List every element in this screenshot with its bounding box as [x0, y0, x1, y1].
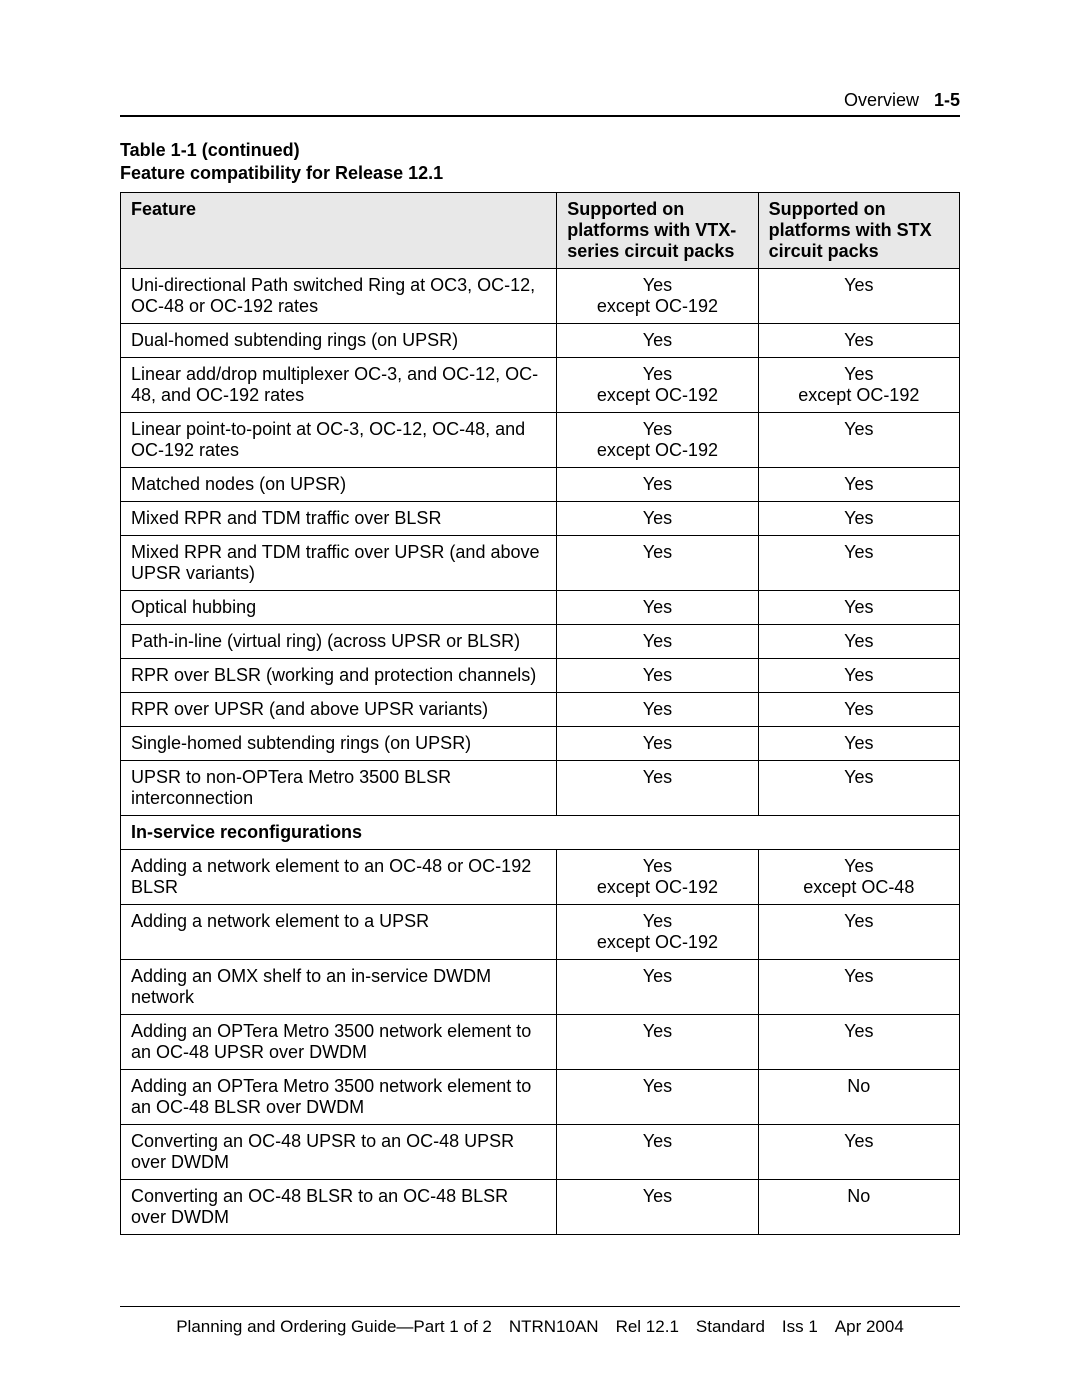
table-cell-value: Yes	[557, 1014, 758, 1069]
table-row: Converting an OC-48 UPSR to an OC-48 UPS…	[121, 1124, 960, 1179]
table-cell-value: Yes	[557, 624, 758, 658]
table-row: Optical hubbingYesYes	[121, 590, 960, 624]
table-cell-value: Yes	[758, 501, 959, 535]
table-row: UPSR to non-OPTera Metro 3500 BLSR inter…	[121, 760, 960, 815]
table-cell-value: Yes	[557, 658, 758, 692]
table-row: Adding a network element to a UPSRYesexc…	[121, 904, 960, 959]
table-cell-value: Yesexcept OC-192	[557, 357, 758, 412]
col-header-vtx: Supported on platforms with VTX-series c…	[557, 192, 758, 268]
table-row: Converting an OC-48 BLSR to an OC-48 BLS…	[121, 1179, 960, 1234]
table-row: Dual-homed subtending rings (on UPSR)Yes…	[121, 323, 960, 357]
table-cell-value: Yes	[557, 535, 758, 590]
table-cell-feature: Matched nodes (on UPSR)	[121, 467, 557, 501]
table-row: Uni-directional Path switched Ring at OC…	[121, 268, 960, 323]
table-cell-feature: RPR over UPSR (and above UPSR variants)	[121, 692, 557, 726]
col-header-feature: Feature	[121, 192, 557, 268]
table-cell-value: Yes	[557, 692, 758, 726]
table-cell-feature: Adding a network element to an OC-48 or …	[121, 849, 557, 904]
table-cell-value: No	[758, 1069, 959, 1124]
table-cell-feature: Single-homed subtending rings (on UPSR)	[121, 726, 557, 760]
table-cell-value: Yesexcept OC-48	[758, 849, 959, 904]
table-cell-feature: Mixed RPR and TDM traffic over UPSR (and…	[121, 535, 557, 590]
table-caption: Table 1-1 (continued) Feature compatibil…	[120, 139, 960, 186]
table-cell-value: Yesexcept OC-192	[557, 268, 758, 323]
table-cell-value: Yes	[758, 268, 959, 323]
table-row: Linear point-to-point at OC-3, OC-12, OC…	[121, 412, 960, 467]
table-cell-value: Yes	[758, 624, 959, 658]
table-cell-value: Yes	[557, 760, 758, 815]
table-cell-feature: Adding an OPTera Metro 3500 network elem…	[121, 1014, 557, 1069]
table-row: Mixed RPR and TDM traffic over BLSRYesYe…	[121, 501, 960, 535]
table-cell-value: Yes	[758, 412, 959, 467]
table-cell-value: Yes	[557, 1124, 758, 1179]
table-cell-feature: RPR over BLSR (working and protection ch…	[121, 658, 557, 692]
table-cell-value: No	[758, 1179, 959, 1234]
table-cell-value: Yes	[758, 1014, 959, 1069]
table-cell-feature: Uni-directional Path switched Ring at OC…	[121, 268, 557, 323]
caption-line-1: Table 1-1 (continued)	[120, 139, 960, 162]
table-cell-value: Yes	[557, 959, 758, 1014]
table-cell-value: Yes	[557, 726, 758, 760]
table-row: Adding a network element to an OC-48 or …	[121, 849, 960, 904]
table-section-row: In-service reconfigurations	[121, 815, 960, 849]
table-cell-value: Yes	[557, 323, 758, 357]
table-cell-value: Yes	[758, 467, 959, 501]
table-cell-feature: Linear add/drop multiplexer OC-3, and OC…	[121, 357, 557, 412]
table-cell-feature: Adding an OMX shelf to an in-service DWD…	[121, 959, 557, 1014]
table-cell-value: Yes	[758, 959, 959, 1014]
table-cell-value: Yes	[758, 323, 959, 357]
table-cell-value: Yes	[557, 1179, 758, 1234]
table-cell-value: Yes	[758, 1124, 959, 1179]
table-cell-value: Yesexcept OC-192	[557, 849, 758, 904]
table-cell-feature: UPSR to non-OPTera Metro 3500 BLSR inter…	[121, 760, 557, 815]
table-row: Matched nodes (on UPSR)YesYes	[121, 467, 960, 501]
table-cell-feature: Converting an OC-48 BLSR to an OC-48 BLS…	[121, 1179, 557, 1234]
table-cell-value: Yes	[758, 535, 959, 590]
header-page-number: 1-5	[934, 90, 960, 110]
table-cell-value: Yes	[557, 467, 758, 501]
table-cell-value: Yes	[557, 501, 758, 535]
table-cell-value: Yes	[557, 590, 758, 624]
table-cell-feature: Optical hubbing	[121, 590, 557, 624]
table-cell-feature: Dual-homed subtending rings (on UPSR)	[121, 323, 557, 357]
table-row: Adding an OPTera Metro 3500 network elem…	[121, 1014, 960, 1069]
table-row: RPR over BLSR (working and protection ch…	[121, 658, 960, 692]
table-header-row: Feature Supported on platforms with VTX-…	[121, 192, 960, 268]
table-cell-value: Yes	[758, 904, 959, 959]
table-cell-value: Yes	[758, 658, 959, 692]
table-row: Path-in-line (virtual ring) (across UPSR…	[121, 624, 960, 658]
table-cell-feature: Linear point-to-point at OC-3, OC-12, OC…	[121, 412, 557, 467]
table-cell-feature: Mixed RPR and TDM traffic over BLSR	[121, 501, 557, 535]
page-footer: Planning and Ordering Guide—Part 1 of 2 …	[120, 1306, 960, 1337]
table-cell-value: Yes	[758, 590, 959, 624]
table-row: Mixed RPR and TDM traffic over UPSR (and…	[121, 535, 960, 590]
table-cell-value: Yes	[758, 726, 959, 760]
table-cell-value: Yes	[758, 692, 959, 726]
table-row: RPR over UPSR (and above UPSR variants)Y…	[121, 692, 960, 726]
table-cell-feature: Converting an OC-48 UPSR to an OC-48 UPS…	[121, 1124, 557, 1179]
table-cell-value: Yesexcept OC-192	[557, 904, 758, 959]
table-section-title: In-service reconfigurations	[121, 815, 960, 849]
table-cell-feature: Adding a network element to a UPSR	[121, 904, 557, 959]
table-cell-feature: Adding an OPTera Metro 3500 network elem…	[121, 1069, 557, 1124]
document-page: Overview 1-5 Table 1-1 (continued) Featu…	[0, 0, 1080, 1397]
page-header: Overview 1-5	[120, 90, 960, 117]
table-row: Single-homed subtending rings (on UPSR)Y…	[121, 726, 960, 760]
table-cell-feature: Path-in-line (virtual ring) (across UPSR…	[121, 624, 557, 658]
table-row: Adding an OMX shelf to an in-service DWD…	[121, 959, 960, 1014]
caption-line-2: Feature compatibility for Release 12.1	[120, 162, 960, 185]
table-row: Linear add/drop multiplexer OC-3, and OC…	[121, 357, 960, 412]
table-cell-value: Yes	[557, 1069, 758, 1124]
feature-compatibility-table: Feature Supported on platforms with VTX-…	[120, 192, 960, 1235]
table-row: Adding an OPTera Metro 3500 network elem…	[121, 1069, 960, 1124]
header-section-label: Overview	[844, 90, 919, 110]
table-cell-value: Yes	[758, 760, 959, 815]
col-header-stx: Supported on platforms with STX circuit …	[758, 192, 959, 268]
table-cell-value: Yesexcept OC-192	[758, 357, 959, 412]
table-cell-value: Yesexcept OC-192	[557, 412, 758, 467]
